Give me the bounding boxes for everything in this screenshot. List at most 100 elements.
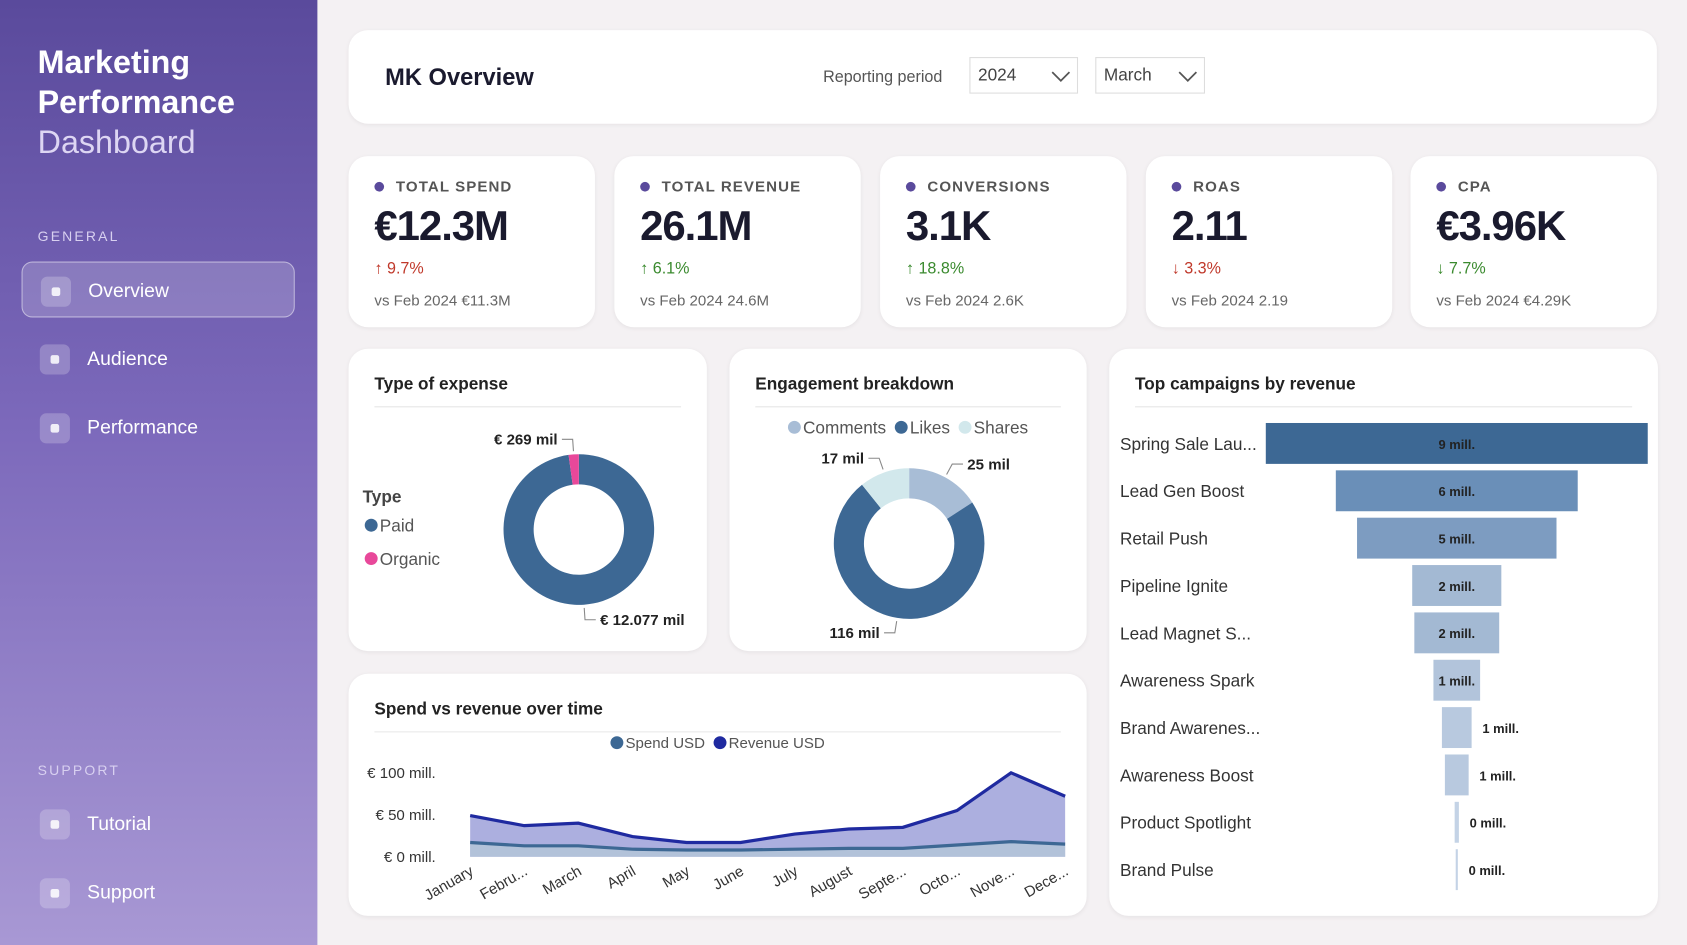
sidebar-title: Performance (37, 85, 236, 121)
kpi-comparison: vs Feb 2024 2.19 (1171, 291, 1289, 309)
kpi-card: ROAS 2.11 ↓ 3.3% vs Feb 2024 2.19 (1145, 156, 1393, 328)
x-tick-label: Dece... (1022, 863, 1072, 902)
y-tick-label: € 50 mill. (376, 807, 436, 824)
legend-label: Organic (380, 549, 441, 569)
funnel-bar (1455, 849, 1458, 891)
x-tick-label: April (604, 863, 639, 893)
kpi-change: ↓ 3.3% (1171, 259, 1221, 278)
kpi-comparison: vs Feb 2024 €4.29K (1436, 291, 1572, 309)
kpi-label: ROAS (1193, 177, 1242, 195)
chevron (1051, 71, 1071, 82)
sidebar-subtitle: Dashboard (37, 124, 196, 161)
donut-slice (833, 484, 985, 619)
kpi-card: TOTAL SPEND €12.3M ↑ 9.7% vs Feb 2024 €11.3… (348, 156, 595, 328)
nav-label: Audience (87, 347, 168, 370)
legend-label: Revenue USD (729, 735, 825, 752)
legend-label: Spend USD (626, 735, 706, 752)
section-heading: GENERAL (37, 228, 120, 245)
x-tick-label: January (422, 862, 477, 904)
data-label: 9 mill. (1438, 437, 1475, 452)
data-label: 5 mill. (1438, 532, 1475, 547)
data-label: 17 mil (821, 451, 864, 468)
chart-card: Spend vs revenue over time € 0 mill. € 50 … (348, 673, 1087, 916)
nav-icon-dot (50, 424, 60, 433)
x-tick-label: August (806, 862, 856, 901)
funnel-bar (1454, 801, 1459, 843)
chart: Engagement breakdown 25 mil 116 mil 17 mil C… (755, 374, 1061, 642)
section-heading: SUPPORT (37, 762, 121, 779)
chart-title: Spend vs revenue over time (374, 699, 602, 719)
category-label: Product Spotlight (1120, 813, 1251, 833)
dropdown[interactable]: 2024 (969, 57, 1079, 94)
x-tick-label: Febru... (477, 863, 530, 904)
dropdown-value: 2024 (977, 66, 1017, 86)
category-label: Lead Magnet S... (1120, 623, 1251, 643)
legend-label: Shares (974, 418, 1029, 438)
chart-card: Type of expense € 12.077 mil € 269 mil Type… (348, 348, 707, 652)
data-label: € 269 mil (494, 432, 558, 449)
dropdown-value: March (1103, 66, 1152, 86)
kpi-dot (905, 181, 916, 192)
nav-item[interactable]: Audience (22, 330, 295, 386)
data-label: 2 mill. (1438, 626, 1475, 641)
dropdown-chevron (1051, 71, 1071, 82)
legend-swatch (787, 420, 801, 434)
x-tick-label: May (660, 862, 694, 891)
leader-line (583, 607, 596, 621)
data-label: 25 mil (967, 456, 1010, 473)
funnel-bar (1335, 470, 1578, 512)
legend-swatch (364, 518, 378, 532)
kpi-change: ↑ 6.1% (640, 259, 690, 278)
data-label: 1 mill. (1482, 721, 1519, 736)
legend-swatch (958, 420, 972, 434)
funnel-bar (1433, 659, 1481, 701)
y-tick-label: € 100 mill. (367, 765, 436, 782)
chart: Spend vs revenue over time € 0 mill. € 50 … (367, 699, 1072, 905)
kpi-card: CPA €3.96K ↓ 7.7% vs Feb 2024 €4.29K (1410, 156, 1657, 328)
kpi-dot (640, 181, 650, 192)
nav-icon-dot (50, 889, 60, 898)
kpi-card: TOTAL REVENUE 26.1M ↑ 6.1% vs Feb 2024 24.6… (614, 156, 861, 328)
donut-slice (909, 468, 973, 519)
x-tick-label: July (769, 862, 801, 890)
dropdown-chevron (1178, 71, 1198, 82)
kpi-label: CPA (1457, 177, 1492, 195)
category-label: Spring Sale Lau... (1120, 434, 1257, 454)
nav-item[interactable]: Performance (22, 399, 295, 455)
dropdown[interactable]: March (1095, 57, 1206, 94)
leader-line (946, 463, 963, 475)
data-label: 6 mill. (1438, 484, 1475, 499)
category-label: Brand Pulse (1120, 860, 1214, 880)
x-tick-label: Octo... (916, 863, 963, 900)
x-tick-label: Nove... (968, 863, 1018, 902)
nav-item[interactable]: Tutorial (22, 795, 295, 851)
kpi-value: 26.1M (640, 203, 752, 250)
kpi-dot (374, 181, 385, 192)
area-fill (470, 841, 1066, 857)
category-label: Awareness Boost (1120, 765, 1254, 785)
funnel-bar (1441, 707, 1472, 749)
nav-item[interactable]: Support (22, 864, 295, 920)
data-label: 2 mill. (1438, 579, 1475, 594)
legend-label: Paid (380, 516, 414, 536)
legend-swatch (364, 552, 378, 566)
page-title: MK Overview (385, 63, 534, 91)
nav-item[interactable]: Overview (21, 261, 295, 318)
kpi-change: ↑ 18.8% (905, 259, 965, 278)
series-line (469, 770, 1066, 845)
nav-label: Overview (88, 279, 169, 302)
nav-icon-dot (50, 355, 60, 364)
funnel-bar (1357, 517, 1557, 559)
nav-label: Support (87, 881, 155, 904)
series-line (470, 840, 1066, 852)
chart: Top campaigns by revenue Spring Sale Lau.… (1120, 374, 1648, 891)
kpi-value: 2.11 (1171, 203, 1248, 250)
x-tick-label: March (540, 863, 585, 899)
nav-label: Tutorial (87, 812, 152, 835)
category-label: Awareness Spark (1120, 671, 1255, 691)
chart-title: Engagement breakdown (755, 374, 954, 394)
area-fill (470, 772, 1066, 857)
nav-icon-dot (51, 287, 61, 296)
category-label: Lead Gen Boost (1120, 481, 1245, 501)
